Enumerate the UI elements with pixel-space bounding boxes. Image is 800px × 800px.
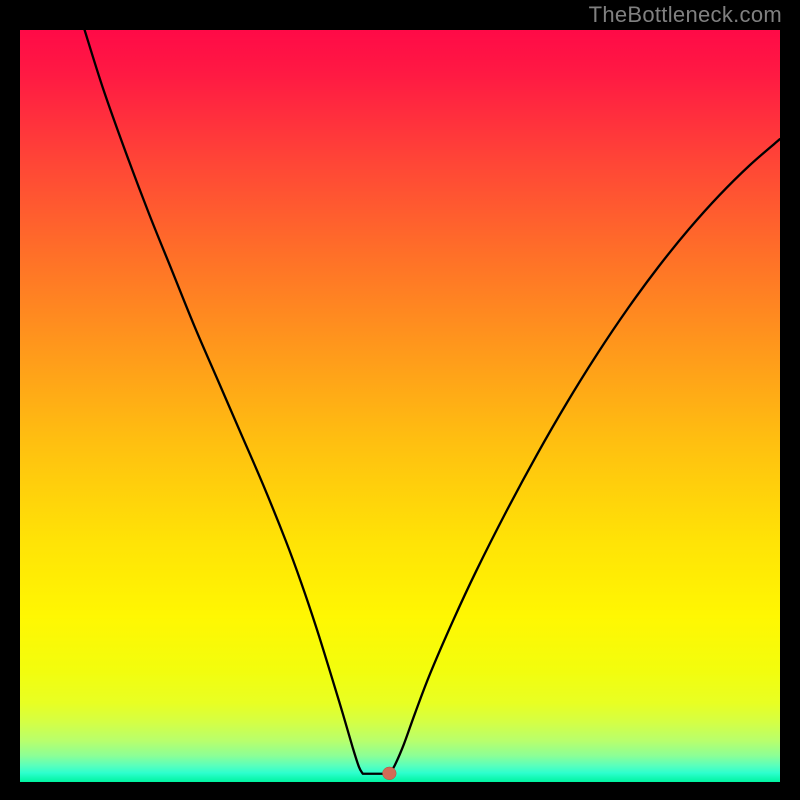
- optimum-marker: [383, 767, 397, 780]
- watermark-text: TheBottleneck.com: [589, 2, 782, 28]
- plot-area: [20, 30, 780, 782]
- plot-background: [20, 30, 780, 782]
- plot-svg: [20, 30, 780, 782]
